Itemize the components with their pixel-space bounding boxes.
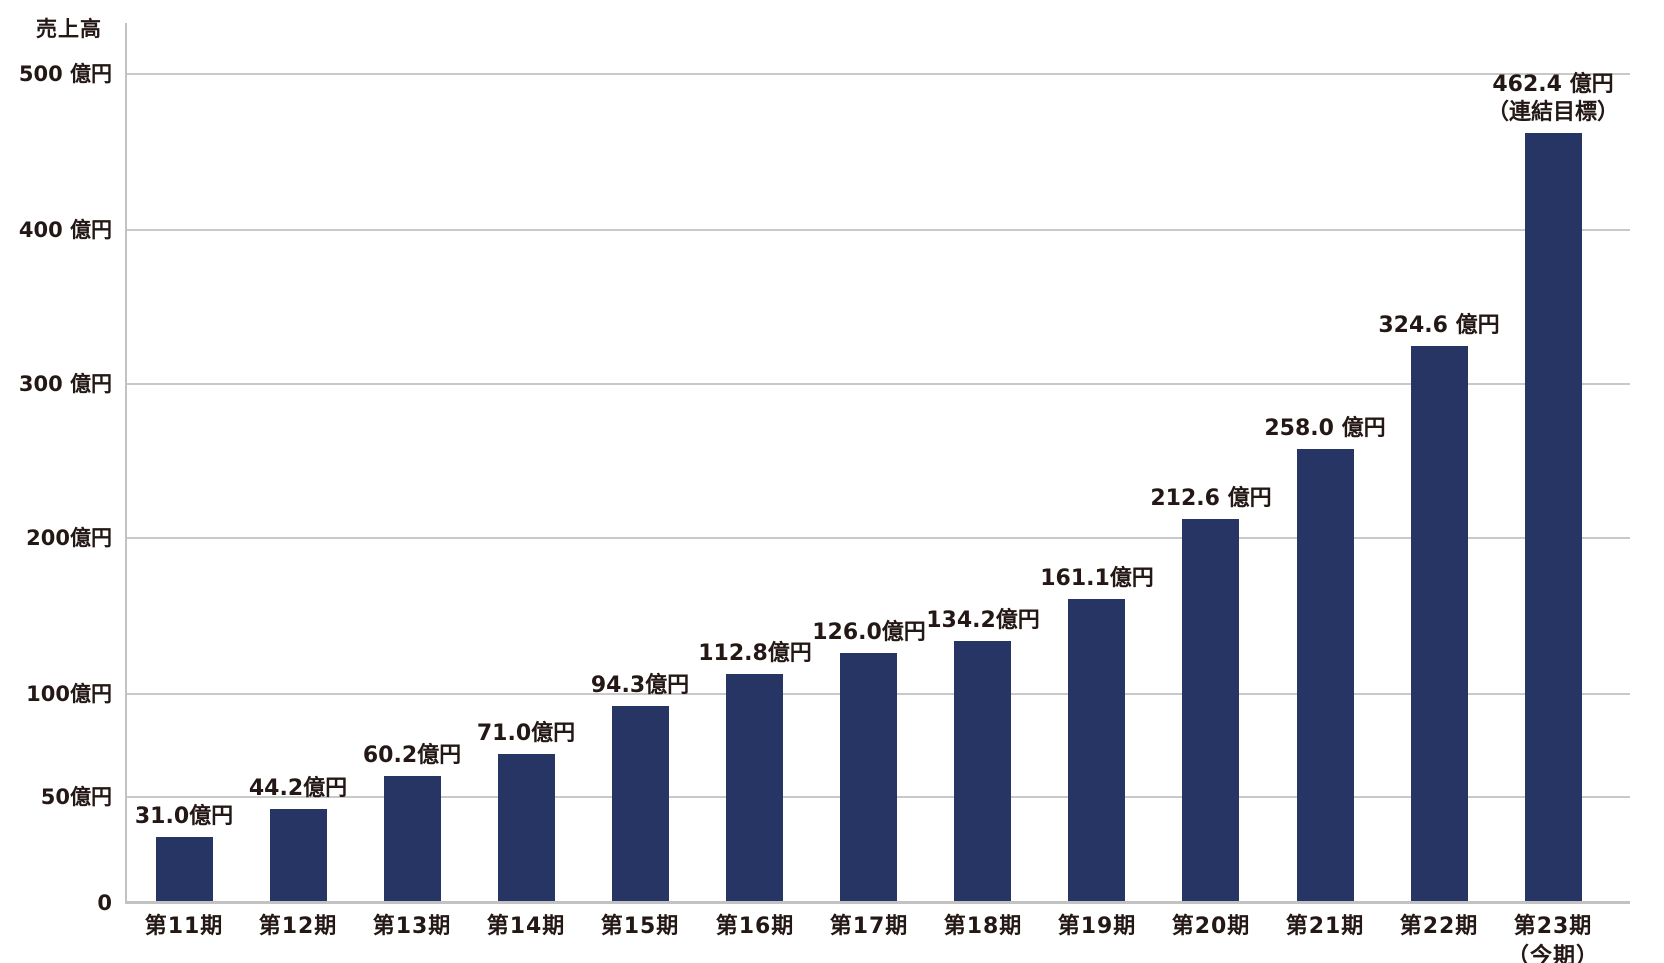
x-axis-label-line: 第20期	[1171, 914, 1251, 939]
x-axis-label-line: 第15期	[600, 914, 680, 939]
bar-value-label-line: 112.8億円	[698, 641, 812, 666]
y-tick-label-200: 200億円	[26, 526, 112, 550]
bar-value-label: 462.4 億円 （連結目標）	[1433, 71, 1664, 127]
bar-第16期	[726, 674, 783, 903]
gridline-500	[126, 73, 1630, 75]
bar-value-label: 71.0億円	[406, 720, 646, 748]
x-axis-label-第16期: 第16期	[675, 912, 835, 942]
bar-第17期	[840, 653, 897, 903]
bar-value-label: 126.0億円	[749, 619, 989, 647]
x-axis-label-第20期: 第20期	[1131, 912, 1291, 942]
y-tick-label-500: 500 億円	[18, 62, 112, 86]
x-axis-label-第15期: 第15期	[560, 912, 720, 942]
bar-value-label: 161.1億円	[977, 565, 1217, 593]
bar-value-label: 44.2億円	[178, 775, 418, 803]
bar-第22期	[1411, 346, 1468, 903]
bar-value-label: 112.8億円	[635, 640, 875, 668]
y-tick-label-400: 400 億円	[18, 218, 112, 242]
bar-value-label-line: 71.0億円	[476, 721, 576, 746]
bar-value-label-line: 324.6 億円	[1378, 313, 1500, 338]
bar-value-label-line: 60.2億円	[362, 743, 462, 768]
x-axis-label-line: 第21期	[1285, 914, 1365, 939]
bar-value-label-line: 126.0億円	[812, 620, 926, 645]
bar-第19期	[1068, 599, 1125, 903]
x-axis-label-line: 第23期	[1513, 914, 1593, 939]
y-tick-label-300: 300 億円	[18, 372, 112, 396]
bar-第23期	[1525, 133, 1582, 903]
x-axis-label-line: 第17期	[829, 914, 909, 939]
x-axis-label-第18期: 第18期	[903, 912, 1063, 942]
x-axis-label-line: 第12期	[258, 914, 338, 939]
y-axis-line	[125, 23, 127, 903]
bar-value-label: 134.2億円	[863, 607, 1103, 635]
bar-value-label-line: （連結目標）	[1486, 100, 1619, 125]
x-axis-label-line: 第13期	[372, 914, 452, 939]
bar-第14期	[498, 754, 555, 903]
gridline-300	[126, 383, 1630, 385]
x-axis-label-第22期: 第22期	[1359, 912, 1519, 942]
x-axis-label-第23期: 第23期 （今期）	[1473, 912, 1633, 963]
y-axis-title: 売上高	[36, 17, 102, 41]
x-axis-label-line: （今期）	[1506, 944, 1599, 963]
bar-value-label-line: 212.6 億円	[1150, 486, 1272, 511]
x-axis-label-line: 第14期	[486, 914, 566, 939]
x-axis-label-line: 第22期	[1399, 914, 1479, 939]
x-axis-label-line: 第11期	[144, 914, 224, 939]
bar-value-label-line: 161.1億円	[1040, 566, 1154, 591]
x-axis-label-第13期: 第13期	[332, 912, 492, 942]
x-axis-label-第19期: 第19期	[1017, 912, 1177, 942]
bar-第18期	[954, 641, 1011, 903]
x-axis-label-line: 第19期	[1057, 914, 1137, 939]
y-tick-label-100: 100億円	[26, 682, 112, 706]
bar-value-label: 258.0 億円	[1205, 415, 1445, 443]
bar-第12期	[270, 809, 327, 903]
gridline-400	[126, 229, 1630, 231]
x-axis-label-第14期: 第14期	[446, 912, 606, 942]
bar-value-label: 31.0億円	[64, 803, 304, 831]
bar-value-label-line: 134.2億円	[926, 608, 1040, 633]
bar-value-label: 212.6 億円	[1091, 485, 1331, 513]
x-axis-label-第21期: 第21期	[1245, 912, 1405, 942]
bar-第20期	[1182, 519, 1239, 903]
x-axis-label-line: 第16期	[715, 914, 795, 939]
bar-第13期	[384, 776, 441, 903]
bar-value-label-line: 44.2億円	[248, 776, 348, 801]
bar-第11期	[156, 837, 213, 903]
bar-value-label-line: 462.4 億円	[1492, 72, 1614, 97]
x-axis-label-第11期: 第11期	[104, 912, 264, 942]
bar-value-label: 60.2億円	[292, 742, 532, 770]
bar-value-label-line: 94.3億円	[590, 673, 690, 698]
y-tick-label-0: 0	[97, 891, 112, 915]
x-axis-label-第12期: 第12期	[218, 912, 378, 942]
x-axis-label-第17期: 第17期	[789, 912, 949, 942]
bar-value-label-line: 258.0 億円	[1264, 416, 1386, 441]
bar-value-label: 94.3億円	[520, 672, 760, 700]
bar-value-label: 324.6 億円	[1319, 312, 1559, 340]
x-axis-line	[125, 901, 1630, 904]
gridline-200	[126, 537, 1630, 539]
bar-第15期	[612, 706, 669, 903]
y-tick-label-50: 50億円	[40, 785, 112, 809]
bar-value-label-line: 31.0億円	[134, 804, 234, 829]
bar-第21期	[1297, 449, 1354, 903]
x-axis-label-line: 第18期	[943, 914, 1023, 939]
